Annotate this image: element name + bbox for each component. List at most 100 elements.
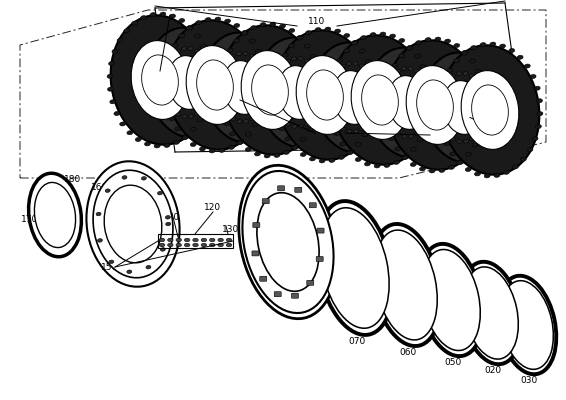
Ellipse shape xyxy=(372,97,378,101)
Ellipse shape xyxy=(249,54,254,58)
Ellipse shape xyxy=(223,61,262,114)
Ellipse shape xyxy=(509,48,514,52)
Text: 170: 170 xyxy=(22,216,38,224)
Ellipse shape xyxy=(289,44,295,48)
Ellipse shape xyxy=(291,57,297,60)
Ellipse shape xyxy=(112,49,118,53)
Ellipse shape xyxy=(385,122,391,125)
Ellipse shape xyxy=(329,158,335,162)
Ellipse shape xyxy=(239,165,337,319)
Ellipse shape xyxy=(252,123,258,127)
Ellipse shape xyxy=(229,145,234,149)
Ellipse shape xyxy=(524,64,530,68)
Ellipse shape xyxy=(169,116,175,120)
Ellipse shape xyxy=(424,121,430,125)
Ellipse shape xyxy=(204,56,210,60)
Ellipse shape xyxy=(382,88,387,92)
Ellipse shape xyxy=(260,106,265,110)
Text: 030: 030 xyxy=(520,376,537,386)
Ellipse shape xyxy=(231,118,235,121)
Ellipse shape xyxy=(259,61,265,65)
Ellipse shape xyxy=(370,33,376,37)
Ellipse shape xyxy=(225,59,230,62)
Ellipse shape xyxy=(427,89,432,93)
Ellipse shape xyxy=(218,72,225,76)
Text: 150: 150 xyxy=(101,262,119,272)
Ellipse shape xyxy=(346,62,351,66)
Ellipse shape xyxy=(159,238,165,242)
Ellipse shape xyxy=(289,28,295,32)
Ellipse shape xyxy=(182,115,187,118)
Ellipse shape xyxy=(337,58,343,62)
Ellipse shape xyxy=(264,154,270,158)
Ellipse shape xyxy=(165,60,170,64)
Ellipse shape xyxy=(117,38,123,42)
Ellipse shape xyxy=(385,125,391,129)
Ellipse shape xyxy=(365,68,370,72)
Ellipse shape xyxy=(444,142,450,146)
Ellipse shape xyxy=(471,85,508,135)
Ellipse shape xyxy=(307,70,344,120)
Ellipse shape xyxy=(131,40,189,120)
Text: 112: 112 xyxy=(482,122,499,132)
Ellipse shape xyxy=(272,102,278,106)
Ellipse shape xyxy=(365,60,371,64)
Ellipse shape xyxy=(110,100,116,104)
Ellipse shape xyxy=(371,84,378,88)
Ellipse shape xyxy=(351,60,409,140)
Ellipse shape xyxy=(205,94,211,98)
Ellipse shape xyxy=(318,77,323,81)
Ellipse shape xyxy=(465,168,471,172)
Ellipse shape xyxy=(274,153,280,157)
Ellipse shape xyxy=(161,76,165,80)
Ellipse shape xyxy=(222,59,228,63)
Ellipse shape xyxy=(380,106,385,109)
Ellipse shape xyxy=(418,244,483,356)
Ellipse shape xyxy=(480,126,484,130)
FancyBboxPatch shape xyxy=(253,222,260,228)
Ellipse shape xyxy=(216,82,221,85)
Ellipse shape xyxy=(504,170,509,174)
Ellipse shape xyxy=(359,49,365,53)
Ellipse shape xyxy=(469,59,475,63)
Ellipse shape xyxy=(188,47,193,50)
Ellipse shape xyxy=(305,44,310,48)
Ellipse shape xyxy=(142,55,178,105)
FancyBboxPatch shape xyxy=(317,228,324,233)
Ellipse shape xyxy=(385,80,391,84)
Ellipse shape xyxy=(332,69,338,73)
FancyBboxPatch shape xyxy=(252,251,259,256)
Ellipse shape xyxy=(93,170,173,278)
Ellipse shape xyxy=(270,22,276,26)
Ellipse shape xyxy=(318,104,323,107)
Ellipse shape xyxy=(278,66,317,119)
Ellipse shape xyxy=(435,37,441,41)
Ellipse shape xyxy=(532,137,538,141)
Ellipse shape xyxy=(201,32,284,142)
Ellipse shape xyxy=(448,165,454,169)
Ellipse shape xyxy=(207,82,213,86)
Ellipse shape xyxy=(534,86,540,90)
Ellipse shape xyxy=(176,243,182,247)
Ellipse shape xyxy=(225,19,230,23)
Ellipse shape xyxy=(454,59,460,63)
Ellipse shape xyxy=(217,84,223,88)
Ellipse shape xyxy=(331,35,430,165)
Ellipse shape xyxy=(365,123,370,126)
Ellipse shape xyxy=(260,23,266,27)
Ellipse shape xyxy=(159,243,165,247)
Ellipse shape xyxy=(174,140,179,144)
Ellipse shape xyxy=(335,69,340,72)
Ellipse shape xyxy=(367,48,448,158)
Ellipse shape xyxy=(353,130,358,133)
Ellipse shape xyxy=(301,137,306,141)
Ellipse shape xyxy=(127,131,133,135)
Ellipse shape xyxy=(457,160,464,164)
Ellipse shape xyxy=(160,12,166,16)
Ellipse shape xyxy=(410,162,416,166)
Ellipse shape xyxy=(373,82,378,86)
Ellipse shape xyxy=(310,64,315,67)
Text: 010: 010 xyxy=(289,284,307,292)
Ellipse shape xyxy=(464,267,518,359)
Ellipse shape xyxy=(353,62,358,65)
